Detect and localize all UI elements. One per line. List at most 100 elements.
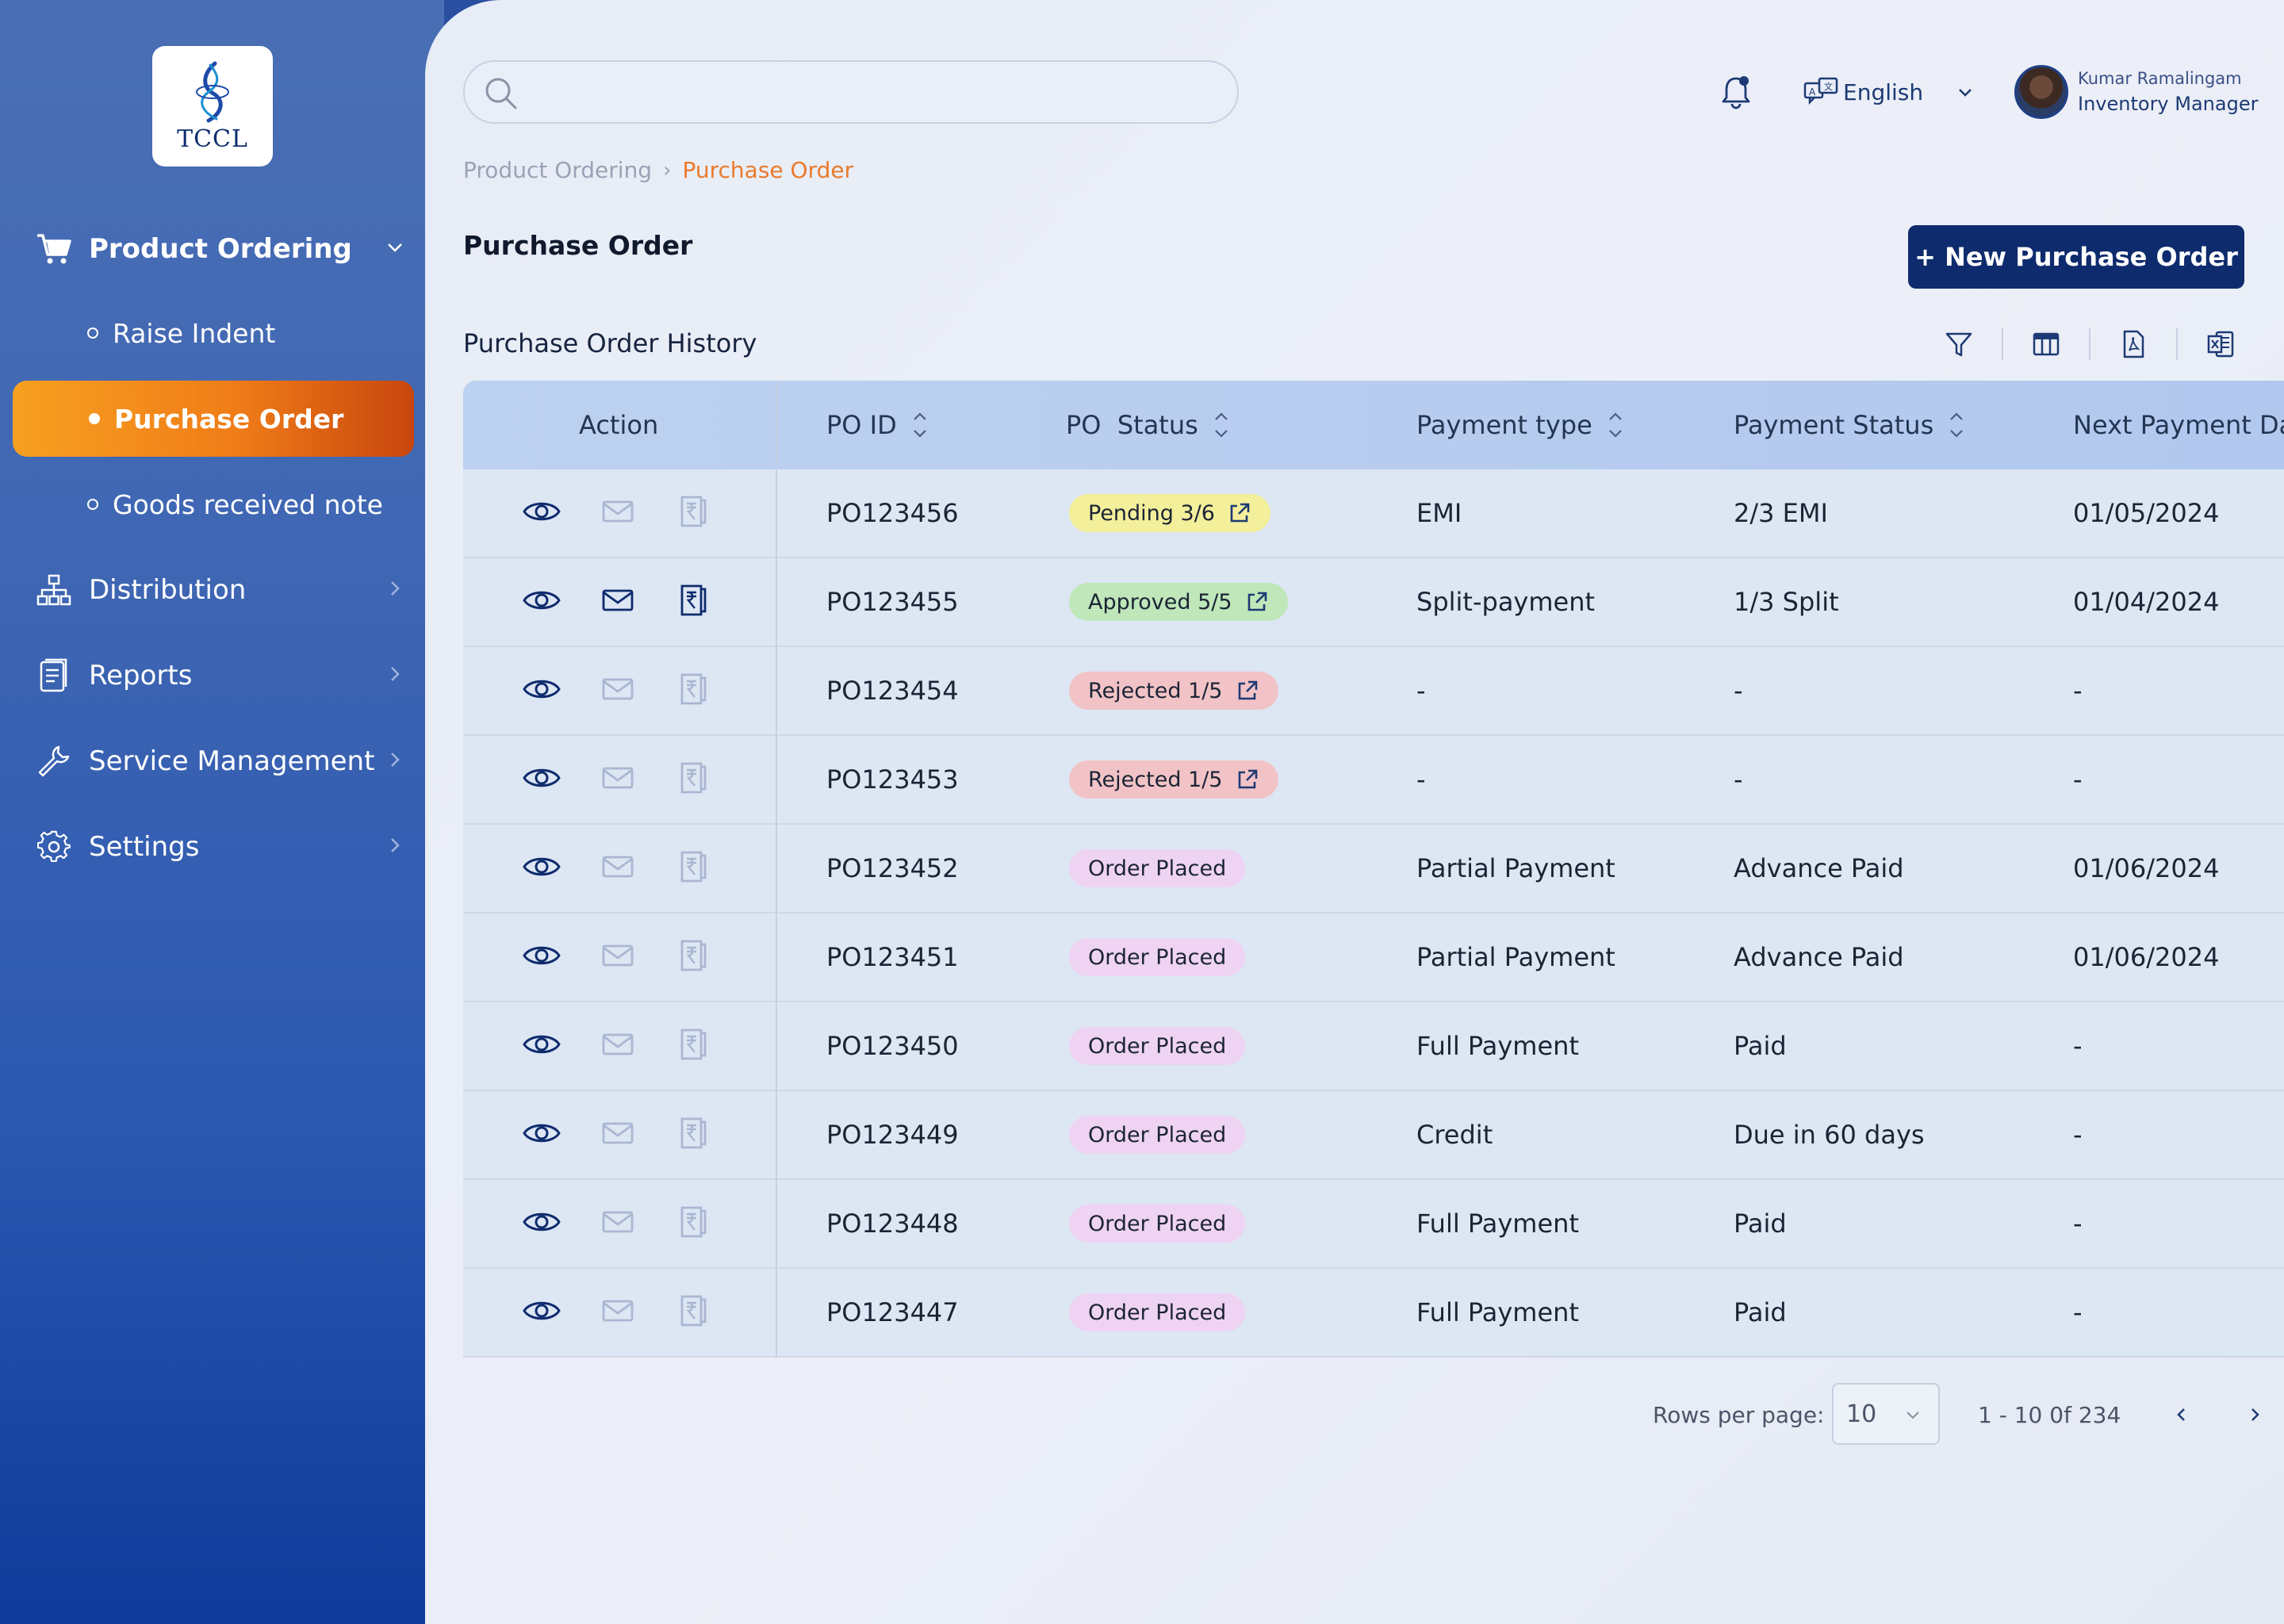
status-badge-label: Approved 5/5 (1088, 589, 1232, 615)
view-button[interactable] (522, 493, 561, 533)
email-button[interactable] (598, 671, 638, 710)
invoice-button[interactable] (673, 1293, 712, 1332)
payment-type-cell: Full Payment (1416, 1297, 1579, 1327)
receipt-icon (677, 1116, 707, 1154)
status-badge-label: Order Placed (1088, 1211, 1227, 1236)
sort-icon (913, 412, 926, 438)
new-purchase-order-button[interactable]: + New Purchase Order (1908, 225, 2244, 289)
mail-icon (602, 500, 634, 527)
export-excel-button[interactable] (2202, 325, 2240, 363)
next-payment-date-cell: 01/06/2024 (2073, 853, 2220, 883)
sidebar-item-service-management[interactable]: Service Management (35, 737, 400, 785)
invoice-button[interactable] (673, 1204, 712, 1243)
status-badge[interactable]: Pending 3/6 (1069, 494, 1270, 532)
sidebar-subitem-goods-received-note[interactable]: Goods received note (87, 481, 383, 528)
sidebar-item-settings[interactable]: Settings (35, 823, 400, 871)
mail-icon (602, 766, 634, 793)
filter-button[interactable] (1940, 325, 1978, 363)
column-header-po-id[interactable]: PO ID (826, 381, 929, 469)
invoice-button[interactable] (673, 671, 712, 710)
sidebar-item-label: Settings (89, 831, 200, 863)
notifications-button[interactable] (1719, 60, 1757, 124)
sidebar-item-label: Product Ordering (89, 233, 352, 265)
status-badge[interactable]: Approved 5/5 (1069, 583, 1288, 621)
previous-page-button[interactable] (2162, 1383, 2202, 1446)
status-badge[interactable]: Rejected 1/5 (1069, 672, 1278, 710)
table-row: PO123455 Approved 5/5 Split-payment 1/3 … (463, 558, 2284, 647)
view-button[interactable] (522, 1026, 561, 1066)
sidebar-item-distribution[interactable]: Distribution (35, 566, 400, 614)
invoice-button[interactable] (673, 848, 712, 888)
mail-icon (602, 944, 634, 971)
view-button[interactable] (522, 671, 561, 710)
external-link-icon (1223, 768, 1259, 791)
payment-status-cell: Paid (1734, 1208, 1787, 1239)
user-name: Kumar Ramalingam (2078, 69, 2242, 88)
view-button[interactable] (522, 848, 561, 888)
cart-icon (35, 230, 73, 268)
view-button[interactable] (522, 1293, 561, 1332)
email-button[interactable] (598, 582, 638, 622)
app-logo[interactable]: TCCL (152, 46, 273, 167)
columns-button[interactable] (2027, 325, 2065, 363)
email-button[interactable] (598, 760, 638, 799)
breadcrumb-parent-link[interactable]: Product Ordering (463, 157, 653, 183)
view-button[interactable] (522, 760, 561, 799)
invoice-button[interactable] (673, 582, 712, 622)
eye-icon (523, 1120, 561, 1150)
po-status-cell: Order Placed (1069, 1002, 1246, 1090)
table-row: PO123447 Order Placed Full Payment Paid … (463, 1269, 2284, 1358)
column-header-payment-status[interactable]: Payment Status (1734, 381, 1965, 469)
view-button[interactable] (522, 582, 561, 622)
invoice-button[interactable] (673, 1026, 712, 1066)
table-row: PO123451 Order Placed Partial Payment Ad… (463, 914, 2284, 1002)
status-badge: Order Placed (1069, 849, 1246, 887)
status-badge[interactable]: Rejected 1/5 (1069, 760, 1278, 799)
email-button[interactable] (598, 1293, 638, 1332)
breadcrumb-current: Purchase Order (682, 157, 854, 183)
sort-icon (1215, 412, 1228, 438)
payment-type-cell: Split-payment (1416, 587, 1596, 617)
invoice-button[interactable] (673, 937, 712, 977)
email-button[interactable] (598, 1115, 638, 1155)
invoice-button[interactable] (673, 493, 712, 533)
email-button[interactable] (598, 493, 638, 533)
email-button[interactable] (598, 937, 638, 977)
next-payment-date-cell: - (2073, 1120, 2083, 1150)
email-button[interactable] (598, 848, 638, 888)
rows-per-page-select[interactable]: 10 (1832, 1383, 1940, 1445)
email-button[interactable] (598, 1026, 638, 1066)
column-header-next-payment-date[interactable]: Next Payment Da (2073, 410, 2284, 440)
excel-icon (2207, 331, 2234, 358)
sidebar-item-product-ordering[interactable]: Product Ordering (35, 225, 402, 273)
user-profile[interactable]: Kumar Ramalingam Inventory Manager (2014, 60, 2258, 124)
payment-status-cell: - (1734, 764, 1743, 795)
po-id-cell: PO123452 (826, 853, 959, 883)
po-id-cell: PO123447 (826, 1297, 959, 1327)
payment-status-cell: 1/3 Split (1734, 587, 1839, 617)
column-header-payment-type[interactable]: Payment type (1416, 381, 1624, 469)
po-id-cell: PO123455 (826, 587, 959, 617)
chevron-down-icon (1959, 89, 1972, 97)
sidebar-subitem-purchase-order[interactable]: Purchase Order (13, 381, 414, 457)
gear-icon (35, 828, 73, 866)
column-label: PO Status (1066, 410, 1198, 440)
invoice-button[interactable] (673, 1115, 712, 1155)
receipt-icon (677, 849, 707, 887)
sort-icon (1950, 412, 1964, 438)
mail-icon (602, 1299, 634, 1326)
invoice-button[interactable] (673, 760, 712, 799)
export-pdf-button[interactable] (2114, 325, 2152, 363)
view-button[interactable] (522, 1204, 561, 1243)
view-button[interactable] (522, 1115, 561, 1155)
search-input[interactable] (463, 60, 1239, 124)
view-button[interactable] (522, 937, 561, 977)
sidebar-subitem-label: Goods received note (113, 488, 383, 520)
column-header-po-status[interactable]: PO Status (1066, 381, 1230, 469)
next-page-button[interactable] (2235, 1383, 2274, 1446)
sidebar-item-reports[interactable]: Reports (35, 652, 400, 699)
email-button[interactable] (598, 1204, 638, 1243)
sidebar-subitem-raise-indent[interactable]: Raise Indent (87, 309, 275, 357)
